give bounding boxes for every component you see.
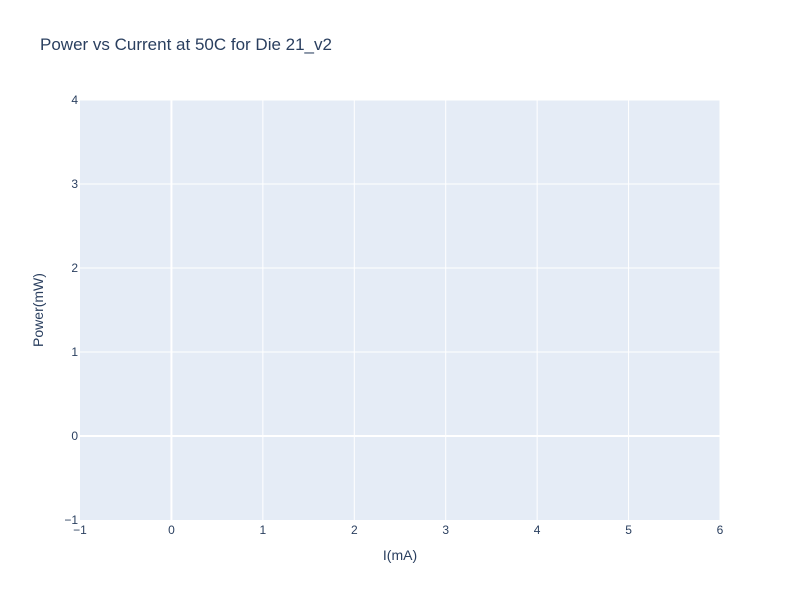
y-tick-label: 2 xyxy=(71,261,78,275)
x-tick-label: 3 xyxy=(442,523,449,537)
y-tick-label: 4 xyxy=(71,93,78,107)
plot-area xyxy=(80,100,720,520)
x-axis-label: I(mA) xyxy=(383,547,417,563)
chart-title: Power vs Current at 50C for Die 21_v2 xyxy=(40,35,332,54)
x-tick-label: 0 xyxy=(168,523,175,537)
x-tick-label: −1 xyxy=(73,523,87,537)
y-tick-labels: −1 0 1 2 3 4 xyxy=(64,93,78,527)
x-tick-label: 1 xyxy=(260,523,267,537)
x-tick-label: 2 xyxy=(351,523,358,537)
x-tick-label: 4 xyxy=(534,523,541,537)
y-axis-label: Power(mW) xyxy=(30,273,46,347)
x-gridlines xyxy=(170,100,721,520)
y-tick-label: 1 xyxy=(71,345,78,359)
x-tick-label: 5 xyxy=(625,523,632,537)
x-tick-labels: −1 0 1 2 3 4 5 6 xyxy=(73,523,724,537)
y-tick-label: 0 xyxy=(71,429,78,443)
y-tick-label: 3 xyxy=(71,177,78,191)
y-tick-label: −1 xyxy=(64,513,78,527)
y-gridlines xyxy=(80,99,720,437)
x-tick-label: 6 xyxy=(717,523,724,537)
